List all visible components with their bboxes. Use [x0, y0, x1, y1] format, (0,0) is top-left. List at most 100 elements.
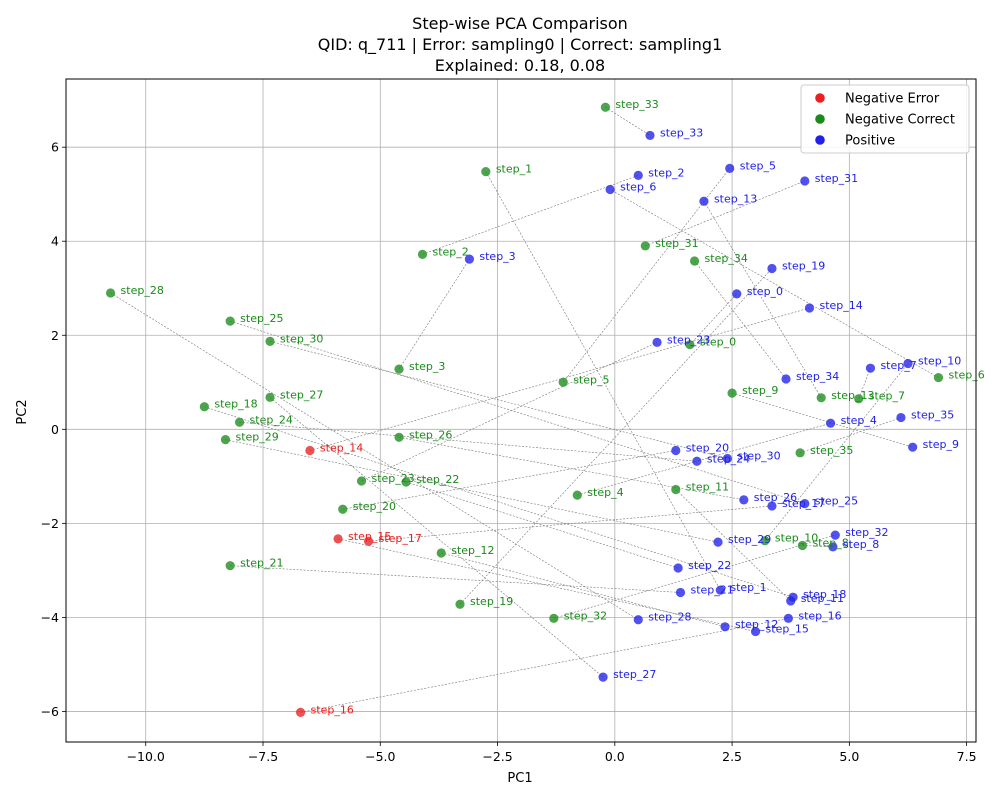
connector-step_28 — [110, 292, 639, 620]
y-tick-label: −2 — [41, 516, 59, 531]
correct-point-step_27 — [265, 392, 275, 402]
positive-point-step_26 — [739, 495, 749, 505]
connector-step_6 — [609, 189, 939, 378]
connector-step_4 — [577, 422, 831, 496]
positive-label-step_29: step_29 — [728, 533, 771, 546]
correct-point-step_35 — [795, 448, 805, 458]
positive-point-step_16 — [783, 613, 793, 623]
correct-label-step_32: step_32 — [564, 609, 607, 622]
correct-point-step_29 — [220, 435, 231, 445]
correct-label-step_12: step_12 — [451, 544, 494, 557]
correct-point-step_2 — [417, 249, 428, 259]
connector-step_29 — [225, 439, 719, 543]
connector-step_2 — [422, 175, 639, 255]
error-label-step_15: step_15 — [348, 530, 391, 543]
positive-label-step_35: step_35 — [911, 409, 954, 422]
correct-label-step_27: step_27 — [280, 388, 323, 401]
correct-label-step_18: step_18 — [214, 398, 257, 411]
correct-label-step_24: step_24 — [250, 413, 293, 426]
positive-point-step_14 — [804, 303, 815, 313]
title-line-1: Step-wise PCA Comparison — [412, 14, 628, 33]
connector-step_23 — [361, 342, 658, 482]
y-tick-label: 2 — [51, 328, 59, 343]
positive-point-step_34 — [781, 374, 791, 384]
x-tick-label: 2.5 — [722, 749, 742, 764]
positive-label-step_7: step_7 — [880, 359, 916, 372]
positive-point-step_33 — [645, 130, 655, 141]
positive-label-step_3: step_3 — [479, 250, 515, 263]
y-tick-label: 6 — [51, 140, 59, 155]
legend: Negative Error Negative Correct Positive — [800, 84, 970, 154]
correct-label-step_20: step_20 — [353, 500, 396, 513]
correct-label-step_19: step_19 — [470, 595, 513, 608]
correct-label-step_8: step_8 — [812, 536, 848, 549]
connector-step_18 — [204, 406, 794, 598]
correct-label-step_1: step_1 — [496, 163, 532, 176]
positive-point-step_29 — [713, 537, 723, 547]
connector-step_15 — [337, 538, 756, 632]
data-points — [105, 102, 944, 717]
positive-point-step_15 — [750, 626, 761, 637]
correct-label-step_10: step_10 — [775, 532, 818, 545]
positive-label-step_32: step_32 — [845, 526, 888, 539]
positive-label-step_18: step_18 — [803, 588, 846, 601]
correct-point-step_24 — [234, 417, 245, 427]
correct-label-step_11: step_11 — [686, 480, 729, 493]
positive-label-step_13: step_13 — [714, 192, 757, 205]
positive-point-step_32 — [830, 530, 840, 540]
step-connector-lines — [110, 106, 939, 713]
connector-step_1 — [485, 171, 721, 591]
correct-point-step_3 — [394, 364, 404, 374]
positive-point-step_8 — [828, 542, 838, 552]
positive-label-step_25: step_25 — [815, 495, 858, 508]
connector-step_0 — [689, 293, 737, 345]
positive-label-step_21: step_21 — [690, 583, 733, 596]
connector-step_26 — [398, 437, 744, 501]
positive-label-step_11: step_11 — [801, 592, 844, 605]
connector-step_25 — [230, 320, 805, 504]
positive-label-step_2: step_2 — [648, 166, 684, 179]
connector-step_35 — [799, 417, 902, 454]
positive-point-step_19 — [767, 263, 777, 274]
legend-label: Negative Correct — [845, 113, 955, 128]
positive-point-step_28 — [633, 615, 643, 625]
positive-label-step_12: step_12 — [735, 618, 778, 631]
positive-point-step_21 — [675, 587, 686, 598]
x-tick-label: −7.5 — [248, 749, 278, 764]
correct-point-step_20 — [338, 504, 348, 514]
positive-label-step_28: step_28 — [648, 611, 691, 624]
positive-label-step_15: step_15 — [766, 623, 809, 636]
correct-point-step_7 — [854, 394, 864, 404]
correct-point-step_8 — [797, 540, 808, 551]
y-tick-label: −4 — [41, 610, 59, 625]
positive-label-step_16: step_16 — [798, 609, 841, 622]
error-point-step_16 — [295, 707, 306, 717]
positive-label-step_24: step_24 — [707, 452, 750, 465]
title-line-2: QID: q_711 | Error: sampling0 | Correct:… — [318, 35, 723, 55]
error-label-step_16: step_16 — [311, 703, 354, 716]
y-axis-label: PC2 — [15, 399, 30, 424]
chart-title: Step-wise PCA Comparison QID: q_711 | Er… — [318, 14, 723, 75]
connector-step_19 — [459, 268, 773, 605]
connector-step_14 — [309, 307, 810, 451]
correct-label-step_6: step_6 — [948, 369, 984, 382]
connector-step_7 — [858, 368, 871, 399]
correct-label-step_23: step_23 — [372, 472, 415, 485]
connector-step_16 — [300, 618, 789, 713]
positive-point-step_27 — [598, 672, 608, 682]
positive-point-step_20 — [671, 445, 681, 456]
positive-point-step_25 — [800, 499, 810, 509]
x-tick-label: −10.0 — [127, 749, 165, 764]
positive-label-step_17: step_17 — [782, 497, 825, 510]
correct-label-step_3: step_3 — [409, 360, 445, 373]
connector-step_17 — [368, 505, 772, 542]
correct-point-step_10 — [760, 536, 770, 546]
connector-step_33 — [605, 106, 651, 136]
correct-point-step_32 — [549, 613, 559, 623]
correct-label-step_9: step_9 — [742, 384, 778, 397]
positive-point-step_31 — [800, 176, 810, 186]
x-tick-label: −5.0 — [365, 749, 395, 764]
x-tick-label: −2.5 — [482, 749, 512, 764]
connector-step_27 — [269, 397, 604, 678]
